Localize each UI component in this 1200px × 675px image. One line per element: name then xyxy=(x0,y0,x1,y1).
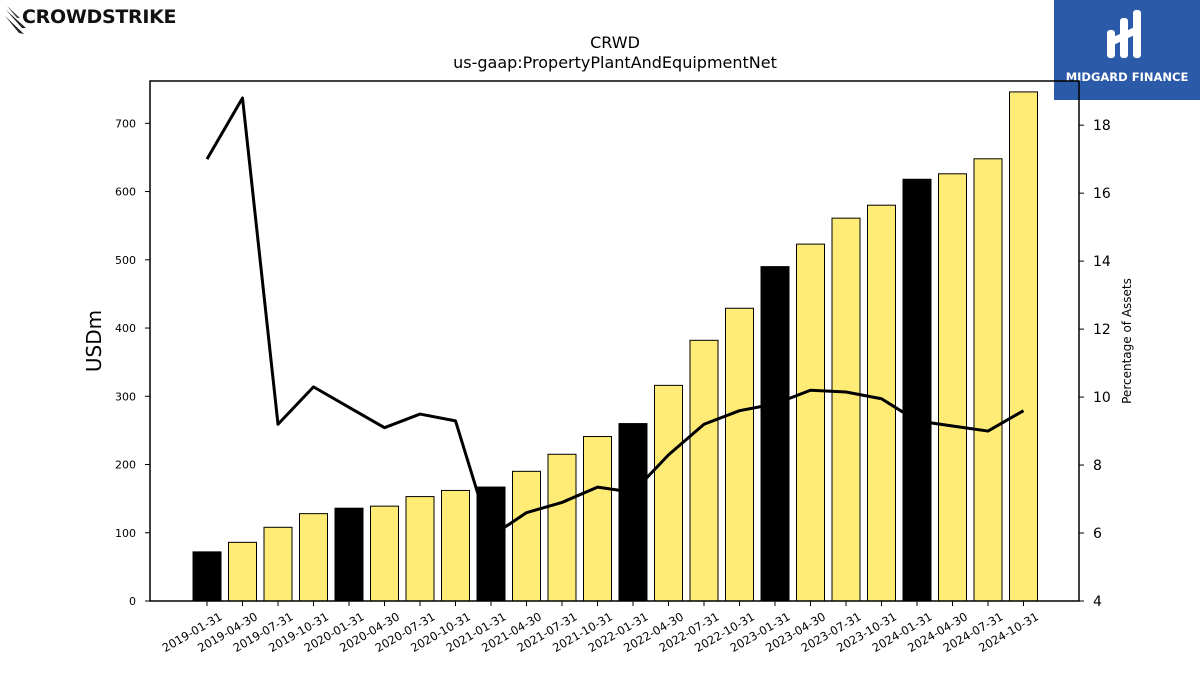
bar xyxy=(370,505,399,602)
y2-tick-label: 10 xyxy=(1093,390,1111,406)
chart-subtitle: us-gaap:PropertyPlantAndEquipmentNet xyxy=(453,53,777,72)
bar xyxy=(689,339,719,602)
bar xyxy=(547,453,577,602)
y-tick-label: 300 xyxy=(115,390,136,403)
bar xyxy=(405,496,435,602)
y-tick-label: 400 xyxy=(115,322,136,335)
chart-title: CRWD xyxy=(590,33,640,52)
bar xyxy=(973,158,1003,602)
bar xyxy=(725,307,754,602)
y2-tick-label: 6 xyxy=(1093,526,1102,542)
bar xyxy=(441,489,470,602)
bar xyxy=(192,551,222,602)
bar xyxy=(299,513,328,602)
plot-frame xyxy=(149,80,1080,602)
y-axis-label: USDm xyxy=(82,310,106,372)
bar xyxy=(512,470,541,602)
y2-tick-label: 12 xyxy=(1093,322,1111,338)
y-tick-label: 200 xyxy=(115,459,136,472)
falcon-icon xyxy=(5,6,26,34)
midgard-brand-text: MIDGARD FINANCE xyxy=(1065,70,1189,84)
bar xyxy=(334,507,364,602)
y2-tick-label: 18 xyxy=(1093,118,1111,134)
y2-tick-label: 14 xyxy=(1093,254,1111,270)
x-axis: 2019-01-312019-04-302019-07-312019-10-31… xyxy=(160,601,1041,655)
bar xyxy=(831,217,861,602)
y2-tick-label: 8 xyxy=(1093,458,1102,474)
bar xyxy=(228,541,257,602)
bar xyxy=(938,173,967,602)
y-tick-label: 100 xyxy=(115,527,136,540)
y2-tick-label: 16 xyxy=(1093,186,1111,202)
y-tick-label: 0 xyxy=(129,595,136,608)
bar xyxy=(654,384,683,602)
bar xyxy=(760,266,790,602)
y2-axis-label: Percentage of Assets xyxy=(1120,278,1134,404)
crowdstrike-logo: CROWDSTRIKE xyxy=(4,4,204,40)
crowdstrike-wordmark: CROWDSTRIKE xyxy=(22,6,177,28)
bar xyxy=(902,178,932,602)
midgard-emblem-icon xyxy=(1107,10,1141,58)
bar xyxy=(1009,91,1038,602)
bar-group xyxy=(192,91,1038,602)
y-axis-left: 0 100 200 300 400 500 600 700 xyxy=(115,117,150,608)
y-tick-label: 500 xyxy=(115,254,136,267)
line-group xyxy=(205,96,1025,538)
bar xyxy=(796,243,825,602)
bar xyxy=(867,204,896,602)
y-tick-label: 600 xyxy=(115,186,136,199)
y-axis-right: 4 6 8 10 12 14 16 18 xyxy=(1079,118,1111,610)
y-tick-label: 700 xyxy=(115,117,136,130)
bar xyxy=(263,526,293,602)
bar xyxy=(618,423,648,602)
bar xyxy=(583,436,612,602)
series-line xyxy=(205,96,1025,538)
y2-tick-label: 4 xyxy=(1093,594,1102,610)
